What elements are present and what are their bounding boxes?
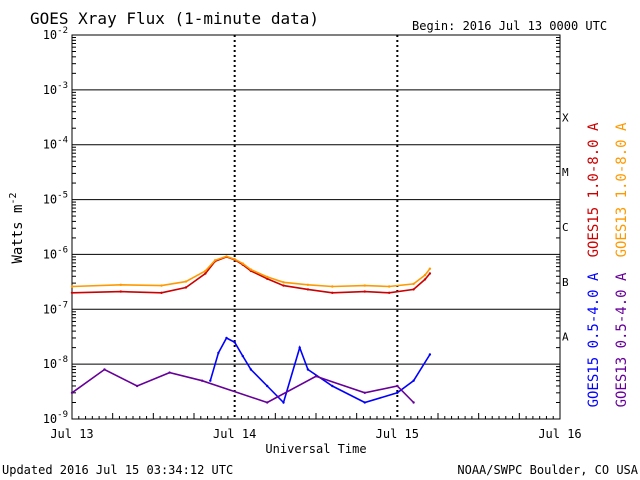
series-point: [298, 346, 301, 349]
series-point: [119, 283, 123, 286]
series-point: [423, 273, 427, 277]
series-point: [306, 283, 310, 286]
legend: GOES15 1.0-8.0 A GOES13 1.0-8.0 A GOES15 0…: [586, 122, 630, 407]
svg-text:Watts m-2: Watts m-2: [8, 192, 26, 263]
series-point: [412, 288, 415, 291]
series-point: [396, 384, 399, 388]
series-point: [306, 288, 310, 291]
series-point: [388, 285, 391, 288]
series-point: [282, 281, 285, 284]
series-point: [331, 384, 334, 388]
y-tick-label: 10-5: [43, 191, 68, 207]
series-line-0: [71, 256, 431, 294]
series-point: [241, 354, 244, 358]
credit-label: NOAA/SWPC Boulder, CO USA: [457, 463, 638, 477]
series-point: [217, 351, 220, 355]
series-point: [306, 368, 310, 371]
series-point: [249, 268, 253, 271]
series-point: [282, 284, 285, 287]
series-point: [200, 379, 204, 382]
begin-label: Begin: 2016 Jul 13 0000 UTC: [412, 19, 607, 33]
legend-entry-1: GOES13 1.0-8.0 A: [614, 122, 630, 257]
series-point: [363, 401, 366, 404]
series-point: [225, 255, 228, 258]
plot-area: 10-910-810-710-610-510-410-310-2 Jul 13 J…: [43, 26, 582, 441]
x-tick-label: Jul 14: [213, 427, 256, 441]
x-axis-label: Universal Time: [265, 442, 366, 456]
series-point: [209, 379, 212, 382]
x-tick-label: Jul 16: [538, 427, 581, 441]
series-point: [423, 278, 427, 281]
updated-timestamp: Updated 2016 Jul 15 03:34:12 UTC: [2, 463, 233, 477]
flare-class-M: M: [562, 166, 569, 179]
flare-class-labels: A B C M X: [562, 111, 569, 343]
series-point: [233, 258, 236, 261]
series-point: [428, 272, 432, 275]
series-point: [363, 290, 366, 293]
series-point: [204, 269, 207, 273]
y-axis-label: Watts m-2: [8, 192, 26, 263]
y-axis-label-exponent: -2: [8, 192, 19, 204]
y-tick-label: 10-7: [43, 300, 68, 316]
legend-entry-2: GOES15 0.5-4.0 A: [586, 272, 602, 407]
flare-class-B: B: [562, 276, 569, 289]
gridlines: [72, 35, 560, 419]
series-point: [363, 284, 366, 287]
series-point: [363, 391, 366, 394]
data-series: [70, 255, 432, 405]
flare-class-A: A: [562, 331, 569, 344]
series-point: [249, 368, 253, 371]
y-axis-label-main: Watts m: [10, 205, 26, 264]
y-axis-ticks: 10-9 10-8 10-7 10-6 10-5 10-4 10-3 10-2: [43, 26, 560, 426]
series-point: [412, 401, 415, 404]
y-tick-label: 10-3: [43, 81, 68, 97]
series-point: [266, 275, 269, 279]
series-point: [160, 284, 163, 287]
series-point: [266, 401, 269, 404]
series-line-3: [71, 368, 415, 404]
series-point: [103, 368, 106, 371]
series-point: [70, 285, 74, 288]
series-point: [225, 336, 228, 340]
series-point: [331, 285, 334, 288]
series-point: [70, 391, 74, 394]
y-tick-label: 10-4: [43, 136, 68, 152]
series-point: [184, 286, 188, 289]
flare-class-X: X: [562, 111, 569, 124]
series-point: [168, 371, 171, 374]
series-point: [119, 290, 123, 293]
y-tick-label: 10-2: [43, 26, 68, 42]
series-point: [204, 272, 207, 275]
series-point: [70, 291, 74, 294]
series-point: [266, 277, 269, 280]
flare-class-C: C: [562, 221, 569, 234]
y-tick-label: 10-8: [43, 355, 68, 371]
y-tick-label: 10-9: [43, 410, 68, 426]
y-tick-label: 10-6: [43, 245, 68, 261]
series-point: [388, 291, 391, 294]
legend-entry-0: GOES15 1.0-8.0 A: [586, 122, 602, 257]
series-point: [233, 341, 236, 344]
plot-frame: [71, 34, 561, 420]
series-point: [135, 384, 139, 388]
series-point: [396, 391, 399, 394]
series-point: [412, 379, 415, 382]
legend-entry-3: GOES13 0.5-4.0 A: [614, 272, 630, 407]
series-point: [412, 282, 415, 286]
x-axis-ticks: Jul 13 Jul 14 Jul 15 Jul 16: [50, 413, 582, 441]
chart-title: GOES Xray Flux (1-minute data): [30, 9, 319, 28]
series-point: [314, 375, 318, 378]
x-tick-label: Jul 15: [376, 427, 419, 441]
x-tick-label: Jul 13: [50, 427, 93, 441]
series-point: [331, 291, 334, 294]
series-point: [266, 384, 269, 388]
series-point: [184, 280, 188, 283]
series-point: [241, 262, 244, 265]
series-point: [282, 401, 285, 404]
series-point: [428, 353, 432, 356]
series-point: [160, 291, 163, 294]
series-point: [428, 267, 432, 270]
series-point: [213, 259, 217, 262]
